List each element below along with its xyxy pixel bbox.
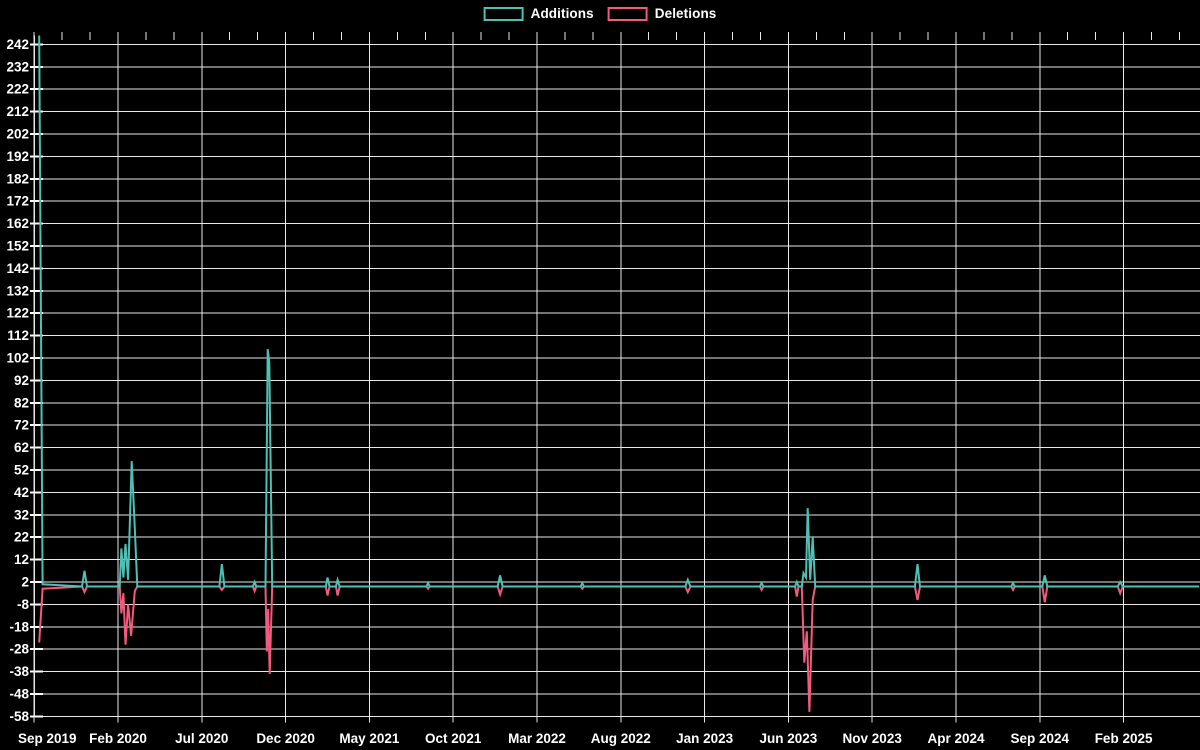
legend-label-deletions: Deletions <box>654 6 717 21</box>
y-tick-label: 102 <box>6 351 29 366</box>
y-tick-label: 222 <box>6 82 29 97</box>
x-tick-label: Feb 2025 <box>1095 731 1153 746</box>
x-tick-label: Aug 2022 <box>591 731 651 746</box>
y-tick-label: 192 <box>6 149 29 164</box>
y-tick-label: 52 <box>14 463 29 478</box>
y-tick-label: 42 <box>14 485 29 500</box>
y-tick-label: 2 <box>21 575 29 590</box>
y-tick-label: 72 <box>14 418 29 433</box>
y-tick-label: 122 <box>6 306 29 321</box>
x-tick-label: Sep 2024 <box>1011 731 1070 746</box>
legend-item-deletions: Deletions <box>607 6 717 21</box>
x-tick-labels: Sep 2019 Feb 2020 Jul 2020 Dec 2020 May 2021… <box>18 731 1153 746</box>
y-tick-labels: 2422322222122021921821721621521421321221… <box>6 37 29 724</box>
y-tick-label: 132 <box>6 283 29 298</box>
x-tick-label: Feb 2020 <box>89 731 147 746</box>
legend-label-additions: Additions <box>530 6 594 21</box>
chart-legend: Additions Deletions <box>483 6 717 21</box>
y-tick-label: 162 <box>6 216 29 231</box>
x-tick-label: Dec 2020 <box>256 731 315 746</box>
edge-ticks <box>33 32 1180 723</box>
y-tick-label: 82 <box>14 395 29 410</box>
y-tick-label: 182 <box>6 171 29 186</box>
y-tick-label: 12 <box>14 552 29 567</box>
deletions-swatch <box>607 6 648 21</box>
y-tick-label: 202 <box>6 127 29 142</box>
x-tick-label: Oct 2021 <box>425 731 482 746</box>
y-tick-label: -28 <box>9 642 29 657</box>
y-tick-label: 212 <box>6 104 29 119</box>
y-tick-label: 172 <box>6 194 29 209</box>
y-tick-label: -58 <box>9 709 29 724</box>
y-tick-label: 22 <box>14 530 29 545</box>
additions-line <box>38 35 1199 588</box>
y-tick-label: 232 <box>6 59 29 74</box>
x-tick-label: Nov 2023 <box>843 731 903 746</box>
legend-item-additions: Additions <box>483 6 594 21</box>
y-tick-label: 152 <box>6 239 29 254</box>
y-tick-label: -48 <box>9 687 29 702</box>
x-tick-label: Sep 2019 <box>18 731 77 746</box>
x-tick-label: Jul 2020 <box>175 731 228 746</box>
y-gridlines <box>34 43 1200 717</box>
x-gridlines <box>33 35 1125 717</box>
y-tick-label: -38 <box>9 664 29 679</box>
y-tick-label: 92 <box>14 373 29 388</box>
x-tick-label: Jun 2023 <box>760 731 818 746</box>
x-tick-label: May 2021 <box>339 731 400 746</box>
x-tick-label: Jan 2023 <box>676 731 734 746</box>
y-tick-label: -8 <box>17 597 29 612</box>
additions-swatch <box>483 6 524 21</box>
y-tick-label: 112 <box>7 328 29 343</box>
y-tick-label: -18 <box>9 619 29 634</box>
y-tick-label: 242 <box>6 37 29 52</box>
y-tick-label: 62 <box>14 440 29 455</box>
y-tick-label: 32 <box>14 507 29 522</box>
x-tick-label: Apr 2024 <box>927 731 985 746</box>
x-tick-label: Mar 2022 <box>508 731 566 746</box>
y-tick-label: 142 <box>6 261 29 276</box>
